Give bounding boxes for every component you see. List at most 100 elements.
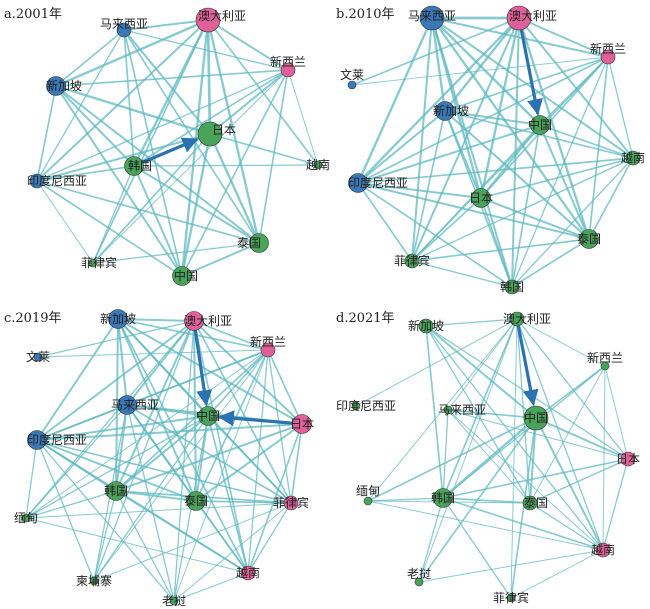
edge-jp-id <box>36 423 303 441</box>
edge-mm-vn <box>25 517 249 574</box>
node-label-vn: 越南 <box>591 542 615 557</box>
node-ph <box>506 593 516 603</box>
node-au <box>195 7 221 33</box>
node-label-sg: 新加坡 <box>408 318 444 333</box>
edge-kr-vn <box>442 497 604 551</box>
node-vn <box>313 160 323 170</box>
edge-nz-ph <box>267 349 292 504</box>
node-mm <box>21 513 31 523</box>
edge-nz-jp <box>604 365 629 460</box>
node-label-id: 印度尼西亚 <box>336 398 396 413</box>
edge-jp-th <box>195 423 303 502</box>
edge-cn-vn <box>539 124 634 159</box>
node-label-sg: 新加坡 <box>46 78 82 93</box>
edge-nz-sg <box>55 69 289 87</box>
edge-my-id <box>356 17 434 184</box>
node-kh <box>89 576 99 586</box>
edge-sg-kr <box>425 325 444 499</box>
edge-au-id <box>355 318 518 407</box>
node-label-cn: 中国 <box>174 268 198 283</box>
node-th <box>579 229 599 249</box>
node-jp <box>471 188 491 208</box>
edge-au-nz <box>193 320 269 351</box>
node-ph <box>404 253 420 269</box>
edge-cn-ph <box>207 415 292 504</box>
edge-au-jp <box>479 17 521 199</box>
edge-au-th <box>517 17 591 240</box>
edge-kr-ph <box>92 165 135 264</box>
node-label-my: 马来西亚 <box>438 403 486 417</box>
node-label-kr: 韩国 <box>431 490 455 505</box>
edge-cn-ph <box>510 417 537 599</box>
node-cn <box>198 406 218 426</box>
edge-cn-jp <box>480 124 541 199</box>
edge-mm-vn <box>367 500 604 551</box>
edge-au-vn <box>207 19 319 166</box>
edge-my-id <box>36 404 128 441</box>
edge-my-mm <box>25 404 128 519</box>
node-label-au: 澳大利亚 <box>198 9 246 23</box>
node-label-bn: 文莱 <box>26 349 50 364</box>
node-id <box>29 173 45 189</box>
node-au <box>506 5 532 31</box>
edge-jp-ph <box>290 423 303 504</box>
edge-my-cn <box>431 17 541 126</box>
node-id <box>348 173 368 193</box>
edges <box>351 16 634 288</box>
node-label-kr: 韩国 <box>128 158 152 173</box>
edge-ph-vn <box>247 502 292 574</box>
node-kh <box>116 22 132 38</box>
edge-au-ph <box>411 17 520 262</box>
edge-nz-la <box>173 349 269 602</box>
edge-nz-jp <box>267 349 303 425</box>
edge-th-vn <box>529 502 604 551</box>
node-my <box>419 5 445 31</box>
node-nz <box>600 361 610 371</box>
node-label-vn: 越南 <box>621 150 645 165</box>
edge-my-ph <box>411 17 433 262</box>
node-label-th: 泰国 <box>184 494 208 508</box>
edge-nz-bn <box>37 349 269 358</box>
edge-id-th <box>357 182 590 240</box>
edge-au-sg <box>444 17 520 112</box>
panel-label-2021: d.2021年 <box>336 311 395 326</box>
edge-jp-kr <box>115 423 303 492</box>
edge-th-kr <box>511 238 590 288</box>
node-label-jp: 日本 <box>212 123 236 137</box>
edge-au-ph <box>510 318 518 599</box>
node-bn <box>347 80 357 90</box>
edge-sg-id <box>357 110 446 184</box>
edge-vn-la <box>418 549 604 583</box>
edge-jp-ph <box>411 197 482 262</box>
edge-sg-my <box>117 318 128 406</box>
edge-sg-id <box>36 85 57 182</box>
node-label-cn: 中国 <box>528 117 552 132</box>
edge-th-vn <box>195 500 249 574</box>
node-nz <box>600 49 616 65</box>
edge-kr-th <box>133 165 260 244</box>
node-label-mm: 缅甸 <box>14 511 38 525</box>
edge-vn-th <box>588 157 634 240</box>
node-label-kh: 马来西亚 <box>100 17 148 31</box>
edges <box>25 318 303 602</box>
node-nz <box>280 62 296 78</box>
edge-nz-th <box>529 365 606 504</box>
node-label-au: 澳大利亚 <box>503 312 551 326</box>
edge-kr-vn <box>133 164 319 167</box>
edge-kr-cn <box>133 165 183 277</box>
edge-nz-ph <box>92 69 289 264</box>
node-jp <box>292 414 312 434</box>
edge-kr-mm <box>25 490 117 519</box>
node-vn <box>240 565 256 581</box>
edge-my-cn <box>447 409 537 419</box>
edge-nz-th <box>258 69 289 244</box>
node-vn <box>595 542 611 558</box>
edge-nz-kr <box>133 69 289 167</box>
edge-kh-sg <box>55 29 125 87</box>
node-th <box>249 233 269 253</box>
node-kr <box>504 279 520 295</box>
edge-nz-vn <box>287 69 319 166</box>
edge-kr-la <box>115 490 175 602</box>
